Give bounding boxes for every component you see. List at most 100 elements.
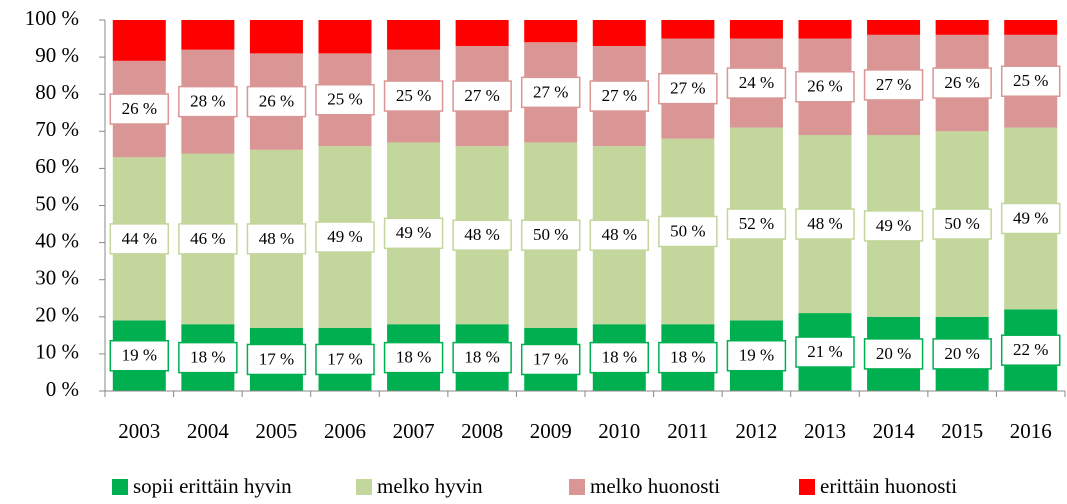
x-tick-label: 2008 xyxy=(461,419,503,443)
label-box xyxy=(795,336,855,368)
x-tick-label: 2016 xyxy=(1010,419,1052,443)
label-box xyxy=(178,85,238,118)
data-label: 25 % xyxy=(1013,71,1048,90)
y-tick-label: 0 % xyxy=(46,377,79,401)
data-label: 27 % xyxy=(670,79,705,98)
label-box xyxy=(315,84,375,116)
label-box xyxy=(315,343,375,376)
bar-segment xyxy=(112,20,166,61)
y-tick-label: 10 % xyxy=(35,340,79,364)
data-label: 48 % xyxy=(259,229,294,248)
y-tick-label: 60 % xyxy=(35,154,79,178)
data-label: 20 % xyxy=(876,344,911,363)
data-label: 52 % xyxy=(739,214,774,233)
x-tick-label: 2003 xyxy=(118,419,160,443)
data-label: 27 % xyxy=(876,75,911,94)
data-label: 22 % xyxy=(1013,340,1048,359)
y-tick-label: 20 % xyxy=(35,303,79,327)
x-tick-label: 2006 xyxy=(324,419,366,443)
x-tick-label: 2013 xyxy=(804,419,846,443)
legend-label: melko huonosti xyxy=(590,474,720,498)
bar-segment xyxy=(524,20,578,43)
x-tick-label: 2007 xyxy=(393,419,435,443)
label-box xyxy=(109,340,170,372)
x-tick-label: 2005 xyxy=(255,419,297,443)
data-label: 48 % xyxy=(464,225,499,244)
bar-segment xyxy=(455,20,509,46)
data-label: 49 % xyxy=(327,227,362,246)
label-box xyxy=(726,67,787,99)
x-tick-label: 2014 xyxy=(873,419,916,443)
y-tick-label: 40 % xyxy=(35,228,79,252)
bar-segment xyxy=(318,20,372,54)
label-box xyxy=(658,215,718,248)
data-label: 24 % xyxy=(739,73,774,92)
label-box xyxy=(795,71,855,103)
bar-segment xyxy=(867,20,921,35)
x-tick-label: 2015 xyxy=(941,419,983,443)
data-label: 50 % xyxy=(533,225,568,244)
label-box xyxy=(178,223,238,255)
label-box xyxy=(383,341,444,374)
data-label: 46 % xyxy=(190,229,225,248)
bar-segment xyxy=(249,20,303,54)
legend-swatch xyxy=(799,479,815,495)
label-box xyxy=(246,85,307,118)
data-label: 18 % xyxy=(396,348,431,367)
data-label: 19 % xyxy=(739,346,774,365)
data-label: 49 % xyxy=(1013,208,1048,227)
label-box xyxy=(1000,65,1061,97)
bar-segment xyxy=(387,20,441,50)
label-box xyxy=(383,80,444,112)
label-box xyxy=(863,338,924,370)
data-label: 19 % xyxy=(122,346,157,365)
data-label: 18 % xyxy=(602,348,637,367)
label-box xyxy=(863,210,924,242)
label-box xyxy=(863,69,924,101)
data-label: 44 % xyxy=(122,229,157,248)
y-tick-label: 80 % xyxy=(35,80,79,104)
legend-swatch xyxy=(112,479,128,495)
y-tick-label: 30 % xyxy=(35,266,79,290)
label-box xyxy=(383,217,444,250)
label-box xyxy=(1000,202,1061,235)
data-label: 25 % xyxy=(327,90,362,109)
legend-label: sopii erittäin hyvin xyxy=(133,474,292,498)
data-label: 27 % xyxy=(602,86,637,105)
label-box xyxy=(109,223,170,255)
bar-segment xyxy=(729,20,783,39)
label-box xyxy=(1000,334,1061,366)
data-label: 26 % xyxy=(259,92,294,111)
label-box xyxy=(452,219,512,251)
label-box xyxy=(178,341,238,374)
label-box xyxy=(658,72,718,105)
data-label: 17 % xyxy=(327,349,362,368)
data-label: 28 % xyxy=(190,92,225,111)
label-box xyxy=(589,80,650,112)
data-label: 17 % xyxy=(259,349,294,368)
bar-segment xyxy=(181,20,235,50)
data-label: 50 % xyxy=(670,221,705,240)
data-label: 17 % xyxy=(533,349,568,368)
data-label: 27 % xyxy=(533,82,568,101)
label-box xyxy=(932,338,992,370)
label-box xyxy=(246,223,307,255)
bar-segment xyxy=(1004,20,1058,35)
data-label: 18 % xyxy=(190,348,225,367)
label-box xyxy=(452,80,512,112)
bar-segment xyxy=(798,20,852,39)
data-label: 48 % xyxy=(602,225,637,244)
bar-segment xyxy=(592,20,646,46)
y-tick-label: 90 % xyxy=(35,43,79,67)
y-tick-label: 50 % xyxy=(35,191,79,215)
label-box xyxy=(520,76,581,109)
label-box xyxy=(726,208,787,240)
x-tick-label: 2010 xyxy=(598,419,640,443)
label-box xyxy=(246,343,307,376)
label-box xyxy=(452,341,512,374)
data-label: 49 % xyxy=(396,223,431,242)
x-tick-label: 2009 xyxy=(530,419,572,443)
label-box xyxy=(315,221,375,253)
data-label: 26 % xyxy=(944,73,979,92)
data-label: 20 % xyxy=(944,344,979,363)
